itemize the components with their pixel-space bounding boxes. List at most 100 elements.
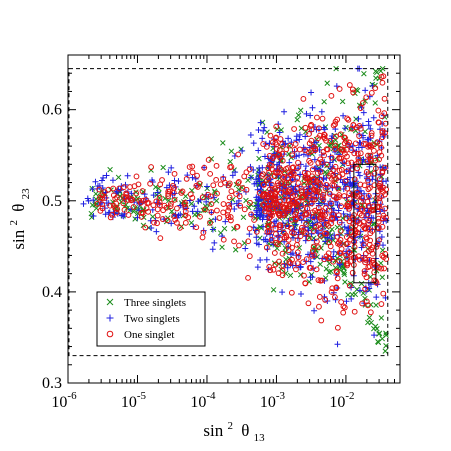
one-singlet-point bbox=[266, 152, 273, 159]
one-singlet-point bbox=[185, 214, 192, 221]
three-singlets-point bbox=[376, 330, 383, 336]
three-singlets-point bbox=[257, 224, 263, 230]
one-singlet-point bbox=[308, 137, 315, 144]
one-singlet-point bbox=[367, 152, 374, 159]
three-singlets-point bbox=[232, 247, 239, 253]
one-singlet-point bbox=[366, 263, 373, 270]
one-singlet-point bbox=[361, 242, 367, 248]
one-singlet-point bbox=[336, 167, 343, 174]
three-singlets-point bbox=[295, 112, 302, 118]
one-singlet-point bbox=[328, 175, 335, 182]
one-singlet-point bbox=[289, 229, 295, 236]
one-singlet-point bbox=[160, 207, 167, 214]
one-singlet-point bbox=[376, 203, 383, 210]
three-singlets-point bbox=[323, 171, 330, 177]
one-singlet-point bbox=[99, 205, 106, 212]
two-singlets-point bbox=[367, 135, 374, 142]
one-singlet-point bbox=[316, 125, 322, 132]
one-singlet-point bbox=[279, 141, 286, 148]
one-singlet-point bbox=[120, 200, 127, 207]
three-singlets-point bbox=[124, 205, 130, 212]
one-singlet-point bbox=[315, 222, 322, 229]
two-singlets-point bbox=[378, 234, 385, 241]
two-singlets-point bbox=[307, 274, 314, 281]
one-singlet-point bbox=[265, 223, 271, 230]
one-singlet-point bbox=[316, 303, 322, 310]
one-singlet-point bbox=[348, 159, 355, 166]
x-axis-title-prefix: sin bbox=[203, 421, 223, 440]
two-singlets-point bbox=[297, 291, 304, 298]
two-singlets-point bbox=[297, 264, 304, 271]
three-singlets-point bbox=[152, 184, 159, 190]
one-singlet-point bbox=[382, 130, 388, 136]
one-singlet-point bbox=[306, 158, 313, 164]
one-singlet-point bbox=[156, 199, 163, 206]
two-singlets-point bbox=[172, 183, 179, 190]
two-singlets-point bbox=[98, 177, 105, 184]
legend-label: One singlet bbox=[124, 329, 174, 341]
one-singlet-point bbox=[302, 124, 309, 131]
one-singlet-point bbox=[267, 267, 274, 274]
two-singlets-point bbox=[355, 115, 362, 122]
one-singlet-point bbox=[356, 192, 363, 198]
one-singlet-point bbox=[140, 197, 147, 204]
one-singlet-point bbox=[194, 184, 201, 190]
one-singlet-point bbox=[370, 147, 377, 154]
one-singlet-point bbox=[109, 211, 116, 218]
one-singlet-point bbox=[335, 194, 342, 201]
one-singlet-point bbox=[333, 284, 340, 291]
one-singlet-point bbox=[376, 140, 383, 147]
one-singlet-point bbox=[260, 201, 266, 208]
two-singlets-point bbox=[286, 159, 293, 166]
two-singlets-point bbox=[194, 208, 201, 215]
one-singlet-point bbox=[326, 190, 333, 197]
two-singlets-point bbox=[231, 206, 238, 213]
one-singlet-point bbox=[301, 181, 308, 188]
three-singlets-point bbox=[339, 98, 346, 105]
one-singlet-point bbox=[129, 196, 136, 203]
one-singlet-point bbox=[349, 86, 356, 93]
one-singlet-point bbox=[352, 140, 359, 147]
three-singlets-point bbox=[208, 156, 215, 162]
two-singlets-point bbox=[276, 129, 283, 136]
two-singlets-point bbox=[210, 194, 217, 201]
one-singlet-point bbox=[365, 177, 371, 184]
two-singlets-point bbox=[330, 248, 337, 255]
one-singlet-point bbox=[210, 182, 217, 189]
one-singlet-point bbox=[194, 172, 200, 179]
one-singlet-point bbox=[266, 228, 273, 235]
one-singlet-point bbox=[336, 154, 343, 161]
one-singlet-point bbox=[142, 224, 149, 231]
two-singlets-point bbox=[311, 307, 318, 314]
three-singlets-point bbox=[373, 75, 379, 81]
three-singlets-point bbox=[270, 287, 277, 293]
two-singlets-point bbox=[354, 184, 361, 191]
one-singlet-point bbox=[317, 169, 324, 175]
one-singlet-point bbox=[315, 135, 321, 142]
one-singlet-point bbox=[99, 192, 106, 199]
two-singlets-point bbox=[296, 131, 303, 138]
one-singlet-point bbox=[343, 168, 350, 175]
one-singlet-point bbox=[267, 214, 274, 220]
two-singlets-point bbox=[168, 164, 175, 171]
one-singlet-point bbox=[235, 151, 242, 158]
one-singlet-point bbox=[308, 126, 315, 133]
one-singlet-point bbox=[165, 190, 172, 197]
one-singlet-point bbox=[373, 195, 380, 202]
one-singlet-point bbox=[343, 234, 350, 240]
two-singlets-point bbox=[359, 238, 366, 245]
one-singlet-point bbox=[197, 213, 203, 220]
one-singlet-point bbox=[313, 183, 320, 190]
one-singlet-point bbox=[133, 190, 140, 197]
one-singlet-point bbox=[260, 141, 267, 147]
one-singlet-point bbox=[374, 204, 380, 210]
one-singlet-point bbox=[284, 175, 291, 182]
two-singlets-point bbox=[355, 217, 362, 224]
three-singlets-point bbox=[297, 271, 304, 278]
one-singlet-point bbox=[369, 206, 376, 213]
one-singlet-point bbox=[383, 186, 389, 193]
one-singlet-point bbox=[318, 232, 324, 239]
two-singlets-point bbox=[190, 223, 197, 230]
one-singlet-point bbox=[361, 182, 368, 189]
